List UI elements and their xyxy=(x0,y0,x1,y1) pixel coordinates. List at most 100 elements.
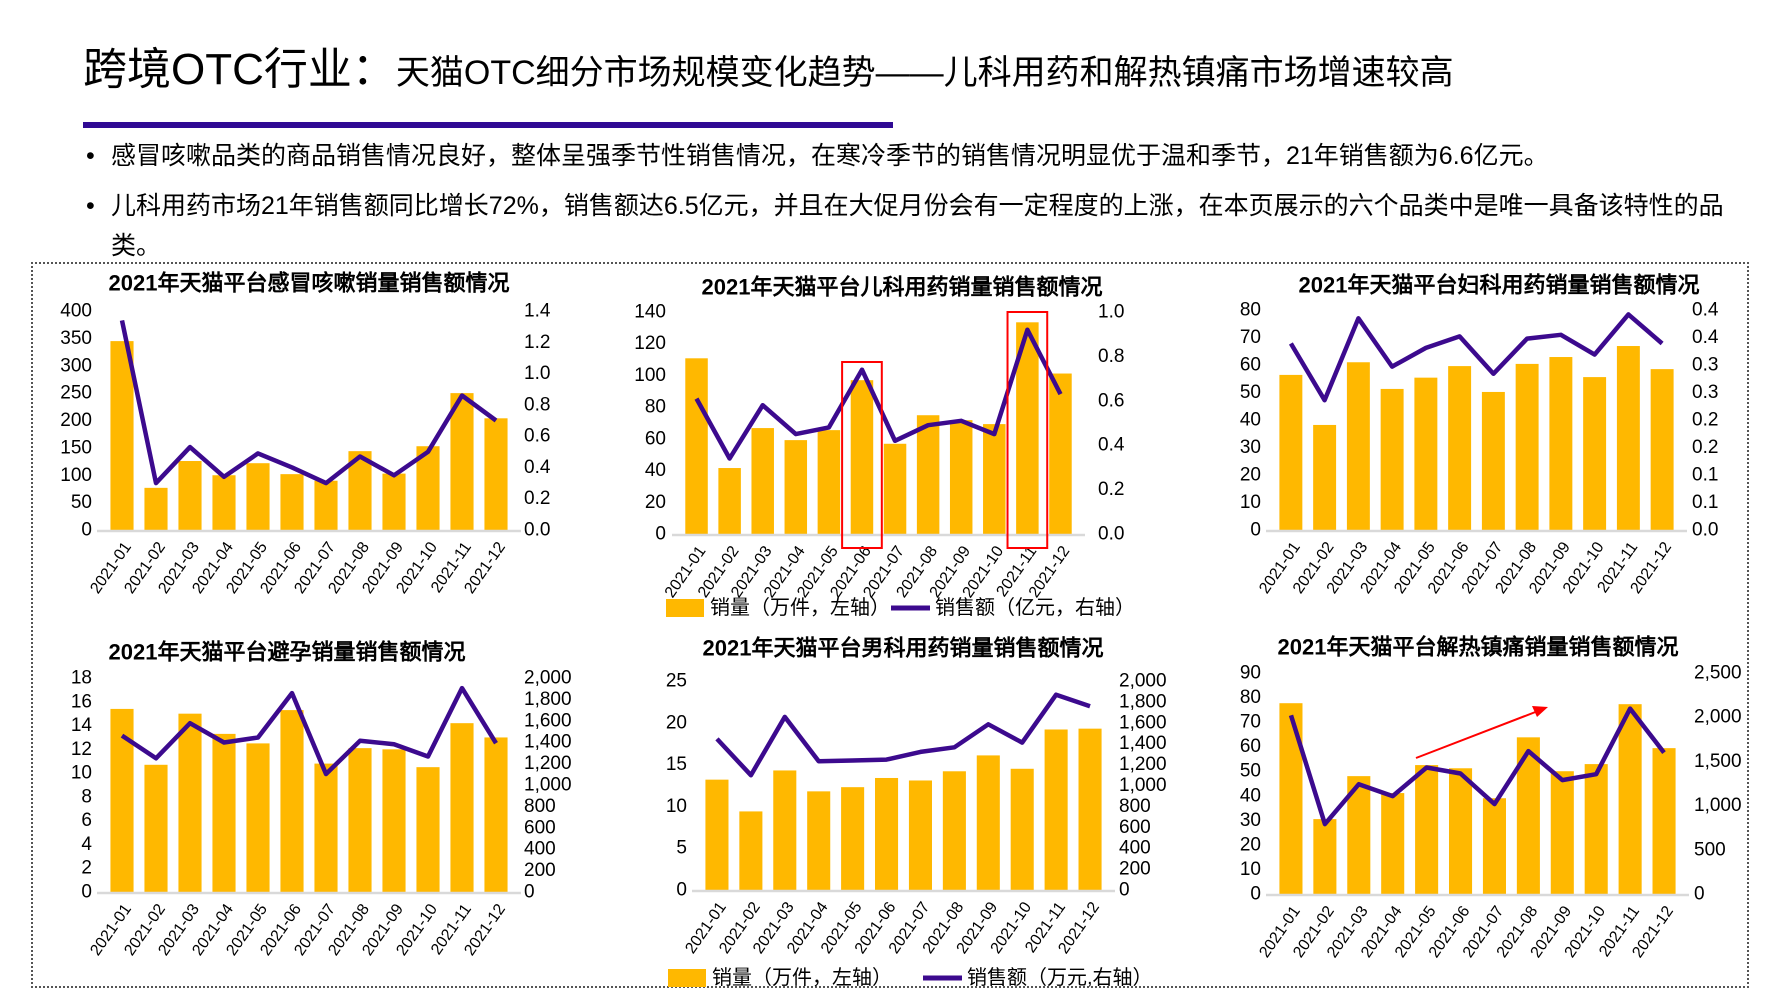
left-axis-tick-label: 400 xyxy=(60,301,92,322)
right-axis-tick-label: 1,800 xyxy=(524,689,572,710)
left-axis-tick-label: 6 xyxy=(81,810,92,831)
bar-2021-10 xyxy=(1583,377,1607,530)
right-axis-tick-label: 400 xyxy=(1119,838,1151,859)
bar-2021-03 xyxy=(1347,776,1371,894)
right-axis-tick-label: 0 xyxy=(524,882,535,903)
right-axis-tick-label: 1,500 xyxy=(1694,751,1742,772)
left-axis-tick-label: 60 xyxy=(1240,355,1261,376)
right-axis-tick-label: 1.0 xyxy=(1098,302,1124,323)
charts-frame xyxy=(31,262,1749,988)
bar-2021-04 xyxy=(212,475,236,530)
chart-title: 2021年天猫平台解热镇痛销量销售额情况 xyxy=(1278,635,1679,660)
right-axis-tick-label: 1,600 xyxy=(524,710,572,731)
bar-2021-11 xyxy=(1618,704,1642,894)
bar-2021-08 xyxy=(942,771,966,890)
left-axis-tick-label: 15 xyxy=(666,754,687,775)
bar-2021-07 xyxy=(1481,391,1505,530)
right-axis-tick-label: 800 xyxy=(1119,796,1151,817)
bar-2021-10 xyxy=(416,446,440,530)
left-axis-tick-label: 8 xyxy=(81,786,92,807)
bar-2021-11 xyxy=(1616,346,1640,530)
bar-2021-12 xyxy=(1049,373,1072,534)
bar-2021-10 xyxy=(1010,768,1034,890)
right-axis-tick-label: 0.8 xyxy=(1098,346,1124,367)
right-axis-tick-label: 1,600 xyxy=(1119,712,1167,733)
left-axis-tick-label: 20 xyxy=(1240,465,1261,486)
bar-2021-02 xyxy=(144,487,168,530)
bar-2021-04 xyxy=(1381,793,1405,894)
left-axis-tick-label: 60 xyxy=(645,428,666,449)
highlight-box-2021-06 xyxy=(841,361,883,549)
right-axis-tick-label: 0.2 xyxy=(524,488,550,509)
right-axis-tick-label: 1.2 xyxy=(524,332,550,353)
bar-2021-03 xyxy=(178,461,202,530)
page-title: 跨境OTC行业：天猫OTC细分市场规模变化趋势——儿科用药和解热镇痛市场增速较高 xyxy=(83,40,1454,110)
right-axis-tick-label: 0.1 xyxy=(1692,492,1718,513)
left-axis-tick-label: 50 xyxy=(1240,761,1261,782)
sales-line xyxy=(119,319,498,486)
left-axis-tick-label: 70 xyxy=(1240,327,1261,348)
bar-2021-11 xyxy=(450,723,474,892)
left-axis-tick-label: 20 xyxy=(666,712,687,733)
right-axis-tick-label: 0.3 xyxy=(1692,355,1718,376)
left-axis-tick-label: 300 xyxy=(60,355,92,376)
right-axis-tick-label: 0.0 xyxy=(524,520,550,541)
right-axis-tick-label: 1,400 xyxy=(524,732,572,753)
bar-2021-07 xyxy=(1482,798,1506,894)
bar-2021-06 xyxy=(850,380,874,534)
bar-2021-05 xyxy=(817,430,841,534)
legend-bar-swatch xyxy=(666,599,704,617)
bar-2021-01 xyxy=(685,358,708,534)
bullet-text: 感冒咳嗽品类的商品销售情况良好，整体呈强季节性销售情况，在寒冷季节的销售情况明显… xyxy=(111,142,1549,170)
left-axis-tick-label: 25 xyxy=(666,671,687,692)
right-axis-tick-label: 0.4 xyxy=(524,457,551,478)
right-axis-tick-label: 1.4 xyxy=(524,301,551,322)
bar-2021-12 xyxy=(484,737,508,892)
chart-title: 2021年天猫平台男科用药销量销售额情况 xyxy=(703,636,1104,661)
bar-2021-01 xyxy=(110,341,134,530)
bar-2021-03 xyxy=(178,713,202,892)
bar-2021-06 xyxy=(280,474,304,530)
bar-2021-07 xyxy=(908,780,932,890)
left-axis-tick-label: 16 xyxy=(71,691,92,712)
sales-line xyxy=(1288,312,1664,403)
bullet-dot-icon: • xyxy=(86,192,95,220)
chart-4: 2021年天猫平台避孕销量销售额情况0246810121416180200400… xyxy=(71,640,572,959)
left-axis-tick-label: 90 xyxy=(1240,663,1261,684)
right-axis-tick-label: 0 xyxy=(1119,880,1130,901)
right-axis-tick-label: 1,800 xyxy=(1119,691,1167,712)
left-axis-tick-label: 140 xyxy=(634,302,666,323)
left-axis-tick-label: 80 xyxy=(1240,687,1261,708)
sales-line xyxy=(694,327,1063,461)
right-axis-tick-label: 1,000 xyxy=(524,775,572,796)
left-axis-tick-label: 40 xyxy=(1240,785,1261,806)
right-axis-tick-label: 200 xyxy=(524,860,556,881)
left-axis-tick-label: 2 xyxy=(81,858,92,879)
chart-3: 2021年天猫平台妇科用药销量销售额情况 0 10 20 30 40 50 60 70 80 0.0… xyxy=(1240,273,1719,597)
bar-2021-09 xyxy=(1549,357,1573,530)
bar-2021-03 xyxy=(773,770,797,890)
bar-2021-04 xyxy=(1380,388,1404,530)
bar-2021-06 xyxy=(1448,366,1472,530)
left-axis-tick-label: 10 xyxy=(666,796,687,817)
left-axis-tick-label: 0 xyxy=(676,880,687,901)
right-axis-tick-label: 0.0 xyxy=(1692,520,1718,541)
legend-bar-label: 销量（万件，左轴） xyxy=(712,966,892,989)
bar-2021-02 xyxy=(739,811,763,890)
chart-title: 2021年天猫平台妇科用药销量销售额情况 xyxy=(1299,273,1700,298)
bar-2021-08 xyxy=(1515,363,1539,530)
bar-2021-09 xyxy=(382,749,406,892)
bar-2021-12 xyxy=(1650,369,1674,530)
page-title-main: 跨境OTC行业： xyxy=(83,45,396,94)
legend-line-label: 销售额（万元,右轴） xyxy=(967,966,1153,989)
left-axis-tick-label: 4 xyxy=(81,834,92,855)
bar-2021-10 xyxy=(416,767,440,892)
left-axis-tick-label: 30 xyxy=(1240,810,1261,831)
bar-2021-05 xyxy=(246,463,270,530)
left-axis-tick-label: 60 xyxy=(1240,736,1261,757)
right-axis-tick-label: 1,000 xyxy=(1694,795,1742,816)
right-axis-tick-label: 1,400 xyxy=(1119,733,1167,754)
left-axis-tick-label: 0 xyxy=(1250,884,1261,905)
bar-2021-04 xyxy=(807,791,831,890)
